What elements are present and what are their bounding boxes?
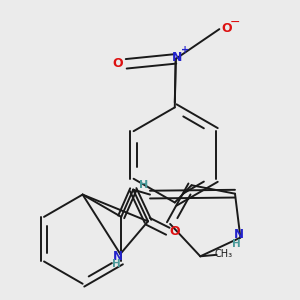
Text: H: H: [139, 180, 148, 190]
Text: −: −: [230, 16, 240, 29]
Text: H: H: [232, 239, 241, 249]
Text: CH₃: CH₃: [215, 249, 233, 259]
Text: N: N: [234, 228, 244, 241]
Text: +: +: [181, 45, 189, 55]
Text: H: H: [112, 259, 121, 269]
Text: N: N: [113, 250, 123, 263]
Text: O: O: [221, 22, 232, 35]
Text: O: O: [112, 57, 123, 70]
Text: N: N: [172, 52, 182, 64]
Text: O: O: [169, 225, 180, 238]
